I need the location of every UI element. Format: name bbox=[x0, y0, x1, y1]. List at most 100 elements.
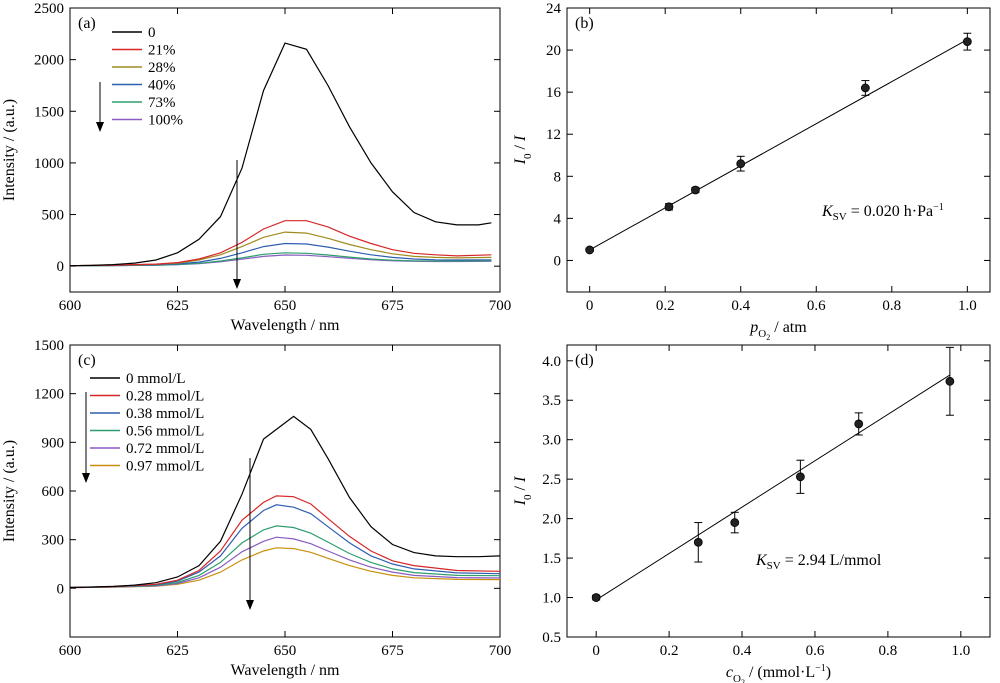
x-label-rest: / (mmol·L bbox=[745, 664, 815, 681]
x-tick-label: 625 bbox=[166, 298, 189, 314]
y-tick-label: 1000 bbox=[34, 156, 64, 172]
panel-c-spectra-concentration: 600 625 650 675 700 0 300 600 900 1200 1500 (c) Wave… bbox=[1, 338, 511, 679]
x-tick-label: 1.0 bbox=[951, 643, 970, 659]
x-axis-label: Wavelength / nm bbox=[231, 317, 340, 334]
y-tick-label: 24 bbox=[546, 1, 562, 17]
ksv-annotation: KSV = 0.020 h·Pa−1 bbox=[821, 202, 944, 223]
panel-label: (a) bbox=[78, 15, 96, 32]
fit-line bbox=[589, 39, 968, 251]
y-tick-label: 1.0 bbox=[542, 591, 561, 607]
panel-label: (c) bbox=[78, 352, 96, 369]
x-tick-label: 675 bbox=[381, 643, 404, 659]
series-line bbox=[69, 536, 501, 589]
series-line bbox=[69, 415, 501, 589]
legend-entry: 40% bbox=[148, 78, 176, 94]
legend-entry: 100% bbox=[148, 113, 183, 129]
y-tick-label: 3.5 bbox=[542, 393, 561, 409]
series-line bbox=[69, 220, 492, 267]
x-label-subsub: 2 bbox=[766, 333, 770, 342]
y-tick-label: 1.5 bbox=[542, 551, 561, 567]
y-tick-label: 2500 bbox=[34, 1, 64, 17]
data-point bbox=[945, 376, 955, 386]
legend-entry: 0.97 mmol/L bbox=[126, 459, 204, 475]
series-line bbox=[69, 547, 501, 589]
series-line bbox=[69, 525, 501, 589]
trend-arrow-head bbox=[246, 600, 254, 610]
x-axis-label: pO2 / atm bbox=[749, 319, 807, 342]
y-tick-label: 600 bbox=[42, 484, 65, 500]
y-tick-label: 12 bbox=[546, 127, 561, 143]
data-point bbox=[693, 537, 703, 547]
ksv-k: K bbox=[821, 203, 834, 220]
data-point bbox=[854, 419, 864, 429]
x-tick-label: 700 bbox=[489, 298, 512, 314]
x-tick-label: 650 bbox=[274, 298, 297, 314]
series-line bbox=[69, 42, 492, 267]
ksv-annotation: KSV = 2.94 L/mmol bbox=[755, 552, 882, 572]
y-tick-label: 2000 bbox=[34, 53, 64, 69]
x-axis-label: Wavelength / nm bbox=[231, 662, 340, 679]
y-tick-label: 16 bbox=[546, 85, 562, 101]
legend-entry: 0.56 mmol/L bbox=[126, 424, 204, 440]
plot-frame bbox=[69, 7, 501, 293]
x-tick-label: 1.0 bbox=[958, 298, 977, 314]
x-tick-label: 0.4 bbox=[731, 298, 750, 314]
data-point bbox=[585, 245, 595, 255]
y-label-i: I bbox=[512, 499, 529, 506]
y-tick-label: 300 bbox=[42, 533, 65, 549]
x-label-end: ) bbox=[826, 664, 831, 681]
y-axis-label: Intensity / (a.u.) bbox=[1, 99, 18, 201]
data-point bbox=[730, 518, 740, 527]
y-tick-label: 0 bbox=[57, 259, 65, 275]
legend-entry: 0 mmol/L bbox=[126, 371, 186, 387]
x-label-sup: −1 bbox=[815, 663, 826, 674]
y-tick-label: 4 bbox=[554, 211, 562, 227]
x-tick-label: 0.6 bbox=[807, 298, 826, 314]
ksv-k: K bbox=[755, 552, 768, 569]
legend-entry: 0 bbox=[148, 25, 156, 41]
y-tick-label: 0.5 bbox=[542, 630, 561, 646]
x-axis-label: cO2 / (mmol·L−1) bbox=[726, 663, 831, 683]
panel-label: (d) bbox=[575, 352, 594, 369]
legend-entry: 28% bbox=[148, 60, 176, 76]
plot-frame bbox=[566, 7, 991, 293]
ksv-sub: SV bbox=[833, 211, 847, 223]
data-point bbox=[591, 593, 601, 602]
ksv-sub: SV bbox=[767, 560, 781, 572]
data-point bbox=[795, 472, 805, 482]
y-label-slash: / bbox=[512, 141, 529, 153]
x-tick-label: 625 bbox=[166, 643, 189, 659]
y-tick-label: 500 bbox=[42, 208, 65, 224]
y-tick-label: 2.5 bbox=[542, 472, 561, 488]
data-point bbox=[664, 202, 674, 212]
panel-a-spectra-oxygen: 600 625 650 675 700 0 500 1000 1500 2000 2500 (a) Wa… bbox=[1, 1, 511, 334]
x-tick-label: 0.4 bbox=[733, 643, 752, 659]
ksv-value: = 2.94 L/mmol bbox=[781, 552, 882, 569]
y-axis-label: Intensity / (a.u.) bbox=[1, 440, 18, 542]
ksv-value: = 0.020 h·Pa bbox=[847, 203, 933, 220]
data-point bbox=[736, 159, 746, 169]
x-tick-label: 650 bbox=[274, 643, 297, 659]
series-line bbox=[69, 242, 492, 267]
x-tick-label: 600 bbox=[59, 643, 82, 659]
x-tick-label: 675 bbox=[381, 298, 404, 314]
y-label-sub: 0 bbox=[522, 153, 534, 159]
x-tick-label: 600 bbox=[59, 298, 82, 314]
data-point bbox=[962, 37, 972, 47]
x-label-main: p bbox=[749, 319, 758, 336]
y-label-i2: I bbox=[512, 476, 529, 483]
panel-d-stern-volmer-co2: 0 0.2 0.4 0.6 0.8 1.0 0.5 1.0 1.5 2.0 2.5 3.0 3.5 4.0… bbox=[512, 344, 991, 683]
data-point bbox=[691, 185, 700, 195]
y-label-slash: / bbox=[512, 482, 529, 494]
series-line bbox=[69, 504, 501, 589]
y-tick-label: 1500 bbox=[34, 338, 64, 354]
x-tick-label: 0 bbox=[592, 643, 600, 659]
ksv-sup: −1 bbox=[933, 202, 944, 213]
x-tick-label: 0.8 bbox=[882, 298, 901, 314]
trend-arrow-head bbox=[82, 473, 90, 483]
plot-frame bbox=[566, 344, 991, 638]
y-tick-label: 20 bbox=[546, 43, 561, 59]
y-axis-label: I0 / I bbox=[512, 135, 534, 165]
y-label-i2: I bbox=[512, 135, 529, 142]
